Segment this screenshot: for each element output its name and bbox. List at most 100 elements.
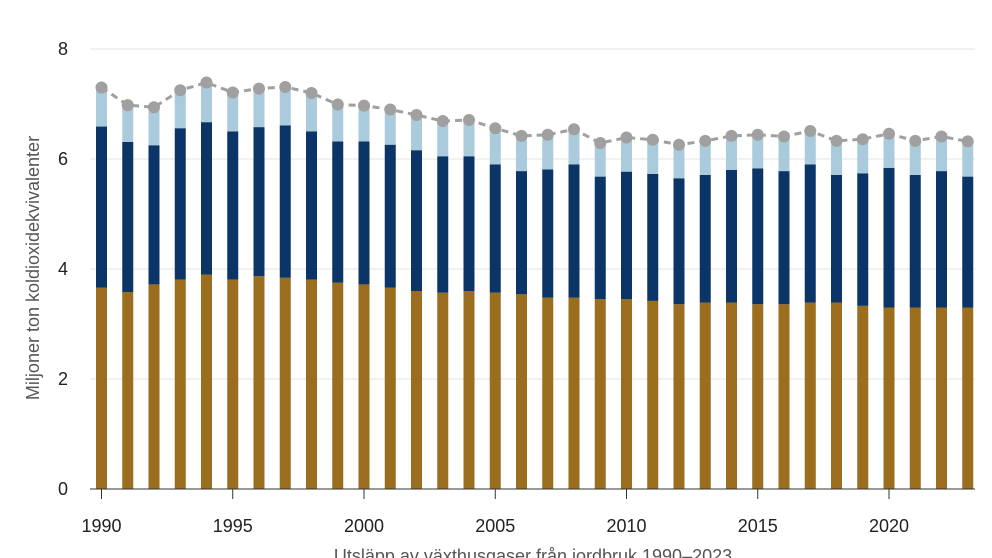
bar-segment-series-3 xyxy=(542,134,554,170)
total-line-point xyxy=(725,129,738,142)
x-axis: 1990 1995 2000 2005 2010 2015 2020 xyxy=(81,488,975,536)
bar-segment-series-2 xyxy=(883,167,895,308)
bar-segment-series-1 xyxy=(253,276,265,489)
bar-segment-series-3 xyxy=(174,90,186,129)
total-line-point xyxy=(305,87,318,99)
bar-segment-series-1 xyxy=(909,307,921,489)
total-line-point xyxy=(961,135,974,148)
x-tick-label: 1990 xyxy=(81,516,121,536)
bar-segment-series-2 xyxy=(542,169,554,298)
bar-segment-series-3 xyxy=(227,92,239,132)
total-line-point xyxy=(200,76,213,89)
bar-segment-series-1 xyxy=(96,287,107,489)
bar-segment-series-1 xyxy=(411,291,422,489)
bar-segment-series-2 xyxy=(437,156,449,293)
y-tick-label: 4 xyxy=(58,259,68,279)
bar-segment-series-2 xyxy=(148,145,160,285)
bar-segment-series-3 xyxy=(332,104,344,142)
bar-segment-series-1 xyxy=(437,292,449,489)
x-tick-label: 2000 xyxy=(344,516,384,536)
bar-segment-series-1 xyxy=(227,279,239,489)
bar-segment-series-2 xyxy=(227,131,239,280)
bar-segment-series-1 xyxy=(857,305,869,489)
bar-stacks xyxy=(96,82,974,489)
total-line-point xyxy=(673,138,685,151)
bar-segment-series-2 xyxy=(699,174,711,303)
y-tick-label: 0 xyxy=(58,479,68,499)
bar-segment-series-3 xyxy=(594,143,606,177)
x-axis-title: Utsläpp av växthusgaser från jordbruk 19… xyxy=(334,546,732,558)
bar-segment-series-1 xyxy=(122,292,134,489)
x-tick-label: 2015 xyxy=(738,516,778,536)
bar-segment-series-3 xyxy=(358,105,370,142)
bar-segment-series-1 xyxy=(174,279,186,489)
y-axis-title: Miljoner ton koldioxidekvivalenter xyxy=(23,136,43,400)
total-line xyxy=(95,76,974,151)
x-tick-label: 2005 xyxy=(475,516,515,536)
bar-segment-series-3 xyxy=(489,128,501,165)
bar-segment-series-3 xyxy=(437,121,449,157)
bar-segment-series-1 xyxy=(883,307,895,489)
bar-segment-series-1 xyxy=(962,307,974,489)
bar-segment-series-2 xyxy=(122,141,134,293)
bar-segment-series-1 xyxy=(201,274,212,489)
bar-segment-series-2 xyxy=(804,164,816,303)
total-line-path xyxy=(100,80,969,147)
total-line-point xyxy=(856,133,869,146)
total-line-point xyxy=(95,81,108,94)
bar-segment-series-3 xyxy=(831,140,842,175)
bar-segment-series-2 xyxy=(857,173,869,306)
total-line-point xyxy=(253,82,265,95)
total-line-point xyxy=(331,98,344,111)
total-line-point xyxy=(830,134,843,147)
bar-segment-series-2 xyxy=(384,144,396,288)
bar-segment-series-1 xyxy=(647,300,659,489)
bar-segment-series-3 xyxy=(201,82,212,123)
bar-segment-series-3 xyxy=(857,139,869,174)
total-line-point xyxy=(751,128,764,141)
bar-segment-series-2 xyxy=(253,127,265,277)
gridlines xyxy=(90,48,975,380)
bar-segment-series-1 xyxy=(384,287,396,489)
bar-segment-series-2 xyxy=(568,164,580,298)
total-line-point xyxy=(699,134,712,147)
bar-segment-series-3 xyxy=(883,133,895,168)
y-tick-label: 8 xyxy=(58,39,68,59)
bar-segment-series-2 xyxy=(489,164,501,293)
bar-segment-series-3 xyxy=(699,140,711,175)
bar-segment-series-2 xyxy=(411,150,422,291)
bar-segment-series-1 xyxy=(306,279,317,489)
x-tick-label: 1995 xyxy=(213,516,253,536)
bar-segment-series-3 xyxy=(516,135,527,172)
total-line-point xyxy=(121,99,134,112)
bar-segment-series-3 xyxy=(96,87,107,127)
bar-segment-series-1 xyxy=(936,307,947,489)
total-line-point xyxy=(646,133,659,146)
bar-segment-series-3 xyxy=(306,93,317,132)
total-line-point xyxy=(594,137,607,150)
bar-segment-series-2 xyxy=(358,141,370,285)
bar-segment-series-2 xyxy=(279,125,291,278)
bar-segment-series-3 xyxy=(804,130,816,165)
bar-segment-series-3 xyxy=(962,141,974,177)
bar-segment-series-1 xyxy=(463,291,475,489)
bar-segment-series-3 xyxy=(726,135,737,170)
total-line-point xyxy=(463,113,475,126)
total-line-point xyxy=(935,130,948,143)
total-line-point xyxy=(148,101,160,114)
bar-segment-series-3 xyxy=(411,115,422,151)
total-line-point xyxy=(489,122,502,135)
total-line-point xyxy=(174,84,187,97)
bar-segment-series-2 xyxy=(673,178,685,305)
bar-segment-series-1 xyxy=(542,297,554,489)
total-line-point xyxy=(226,86,239,99)
bar-segment-series-3 xyxy=(673,144,685,179)
bar-segment-series-1 xyxy=(831,302,842,489)
total-line-point xyxy=(620,131,633,144)
bar-segment-series-2 xyxy=(516,171,527,295)
bar-segment-series-2 xyxy=(909,174,921,308)
total-line-point xyxy=(568,123,580,136)
bar-segment-series-2 xyxy=(752,168,764,305)
bar-segment-series-3 xyxy=(568,129,580,165)
total-line-point xyxy=(778,130,790,143)
